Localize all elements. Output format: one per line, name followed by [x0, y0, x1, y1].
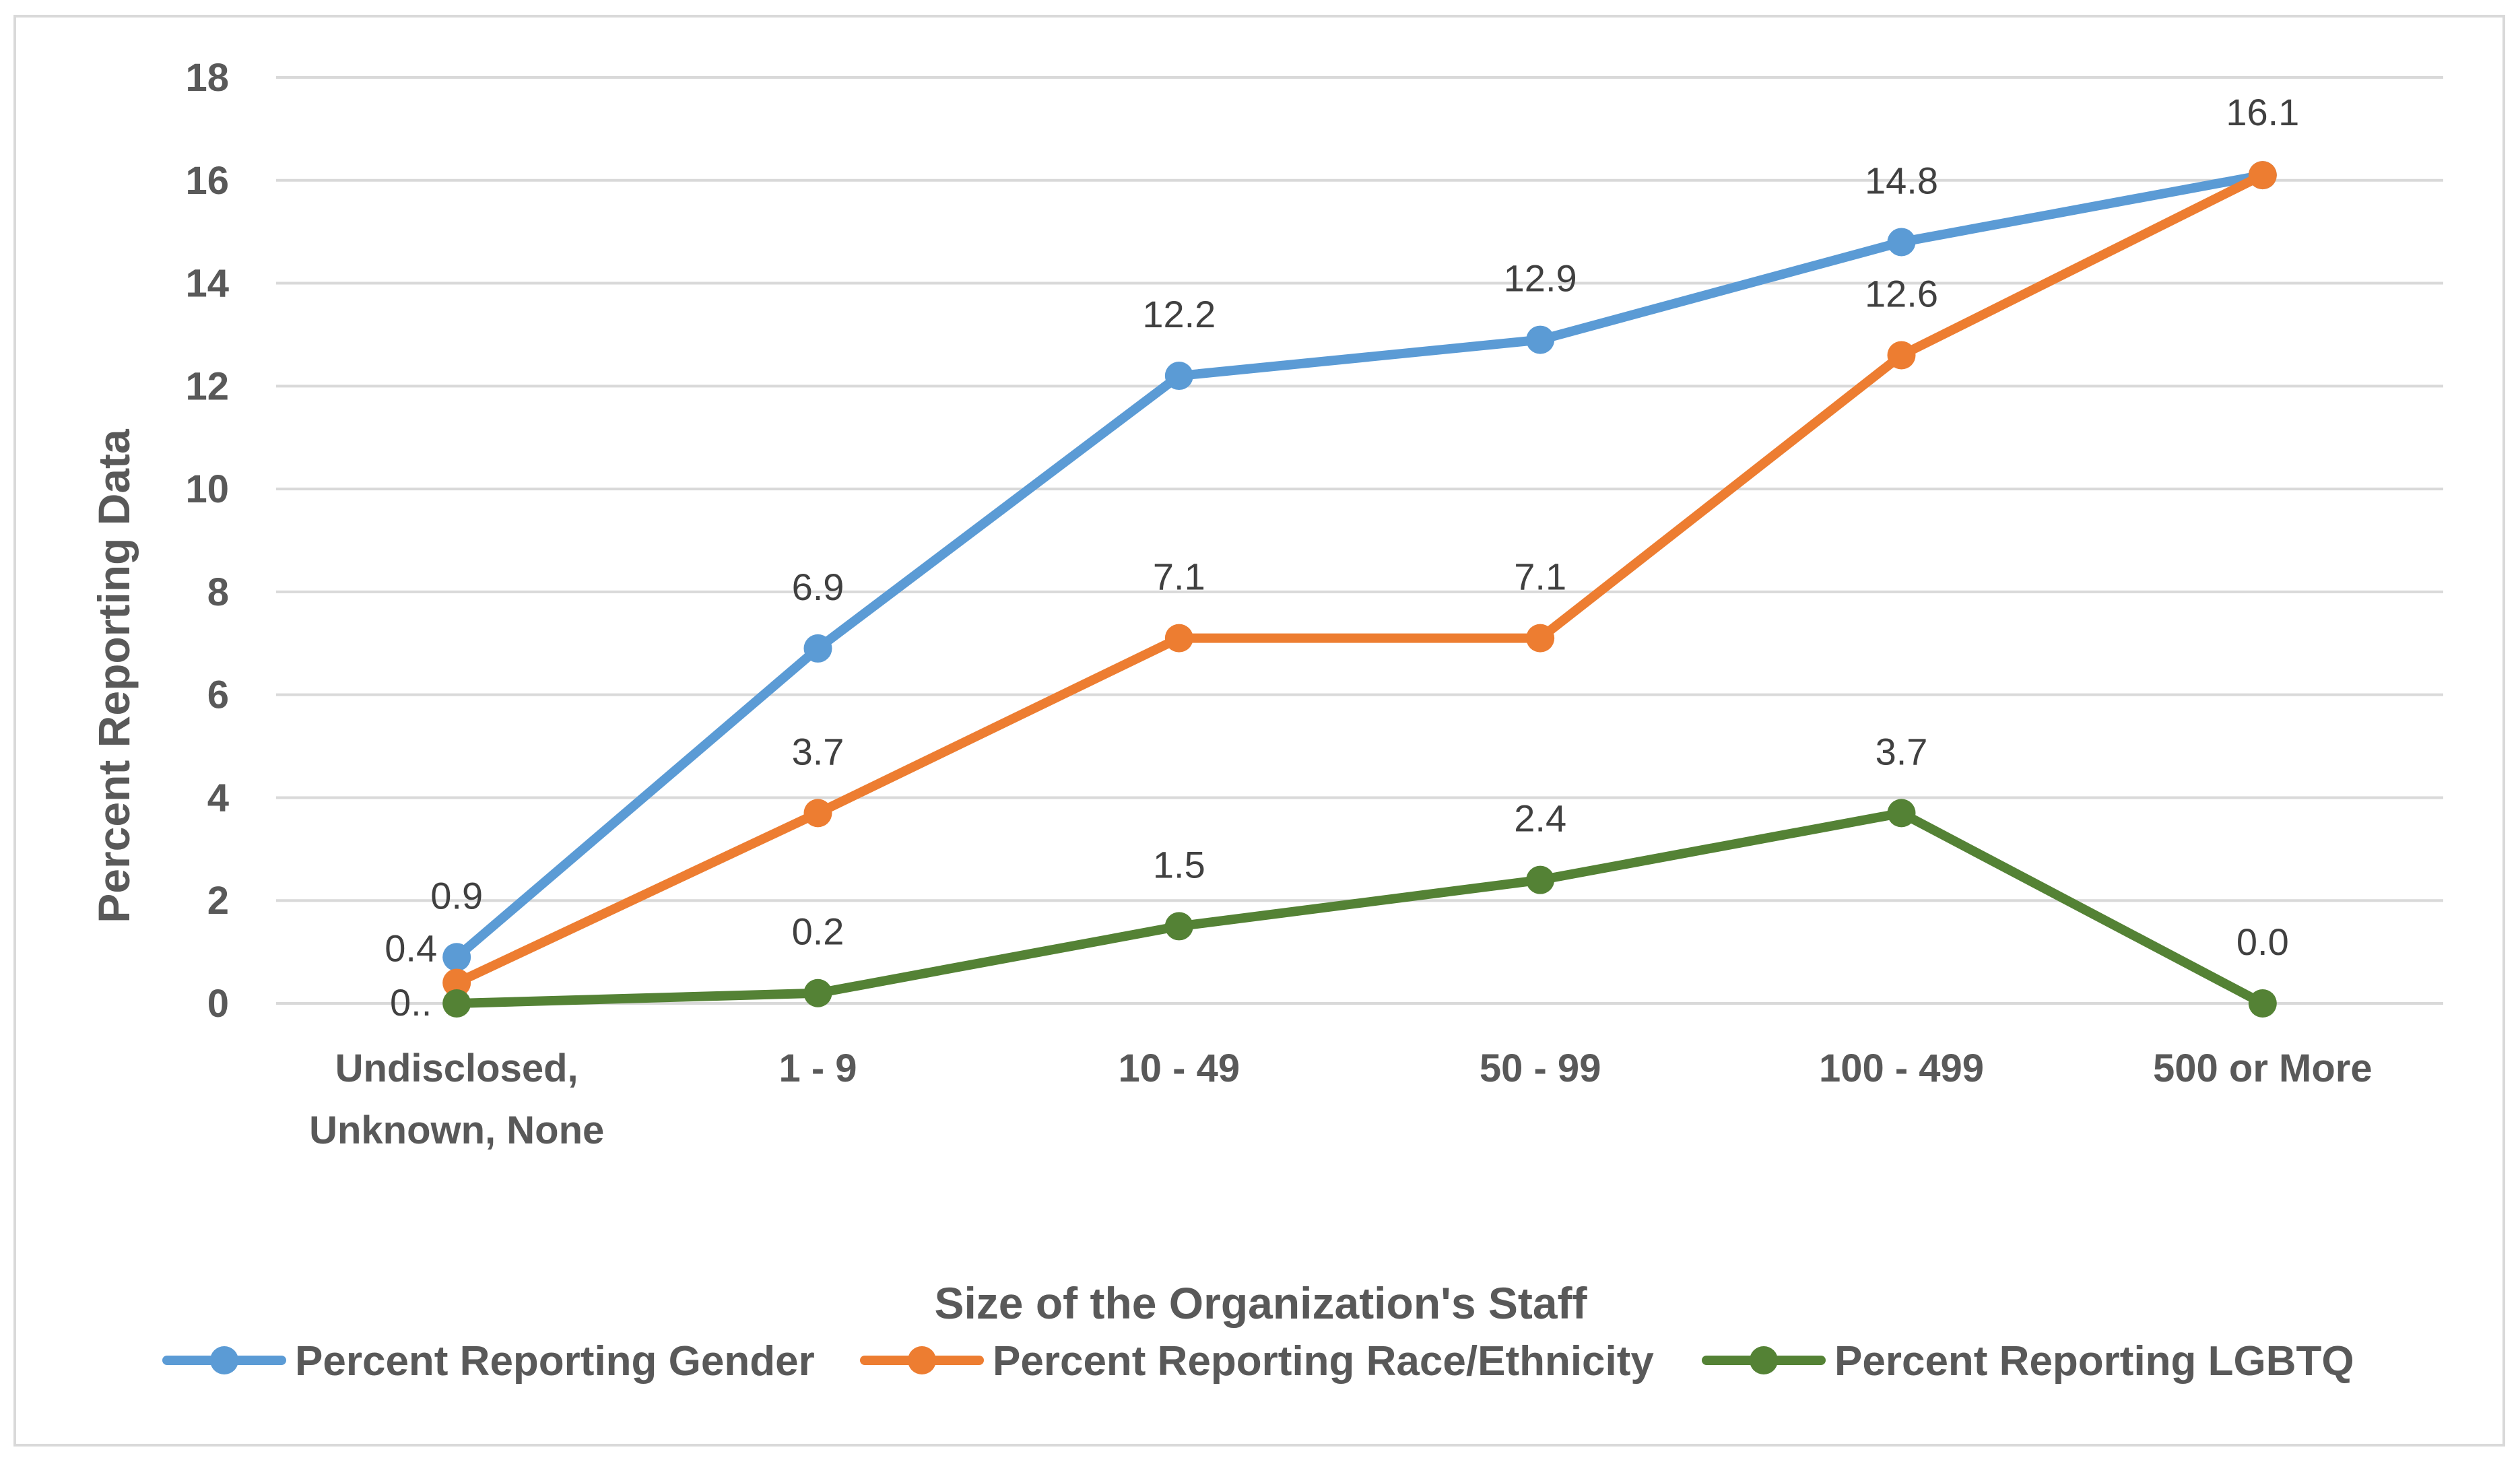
- chart-frame: [13, 15, 2505, 1447]
- data-point: [1164, 362, 1193, 391]
- data-label: 14.8: [1865, 159, 1938, 201]
- y-axis-title: Percent Reporting Data: [89, 428, 139, 923]
- y-tick-label: 2: [207, 879, 229, 923]
- data-label: 0.9: [430, 874, 483, 917]
- y-tick-label: 12: [185, 364, 229, 408]
- x-axis-title: Size of the Organization's Staff: [934, 1278, 1587, 1328]
- legend-marker: [908, 1346, 936, 1374]
- data-point: [1164, 912, 1193, 941]
- data-point: [2248, 161, 2277, 190]
- data-label: 12.2: [1142, 293, 1216, 335]
- data-point: [803, 799, 832, 828]
- x-tick-label: 500 or More: [2153, 1046, 2373, 1090]
- data-label: 0.0: [2236, 921, 2289, 963]
- legend-label: Percent Reporting LGBTQ: [1834, 1338, 2354, 1385]
- legend-label: Percent Reporting Gender: [295, 1338, 815, 1385]
- data-label: 0..: [390, 981, 432, 1024]
- y-tick-label: 14: [185, 262, 229, 306]
- series-line: [452, 170, 2267, 962]
- legend: Percent Reporting Gender Percent Reportin…: [162, 1338, 2354, 1385]
- data-point: [803, 634, 832, 663]
- y-tick-label: 4: [207, 776, 229, 820]
- data-label: 0.2: [792, 910, 844, 953]
- data-point: [1526, 325, 1555, 354]
- data-point: [442, 943, 471, 972]
- y-tick-label: 18: [185, 56, 229, 100]
- data-labels: 0.9 6.9 12.2 12.9 14.8 16.1 0.4 3.7 7.1 7.1 12.6 0.…: [385, 91, 2299, 1024]
- data-label: 1.5: [1153, 843, 1205, 886]
- legend-label: Percent Reporting Race/Ethnicity: [993, 1338, 1654, 1385]
- data-point: [1887, 228, 1916, 257]
- data-label: 0.4: [385, 927, 437, 969]
- y-axis-ticks: 0 2 4 6 8 10 12 14 16 18: [185, 56, 229, 1026]
- data-point: [1526, 624, 1555, 653]
- legend-marker: [1750, 1346, 1778, 1374]
- y-tick-label: 16: [185, 159, 229, 203]
- y-tick-label: 0: [207, 982, 229, 1026]
- series-line: [452, 808, 2267, 1008]
- data-point: [442, 968, 471, 997]
- x-tick-label: Unknown, None: [309, 1108, 604, 1152]
- data-label: 12.6: [1865, 273, 1938, 315]
- y-tick-label: 6: [207, 673, 229, 717]
- data-label: 7.1: [1514, 556, 1566, 598]
- data-point: [1887, 341, 1916, 370]
- data-point: [803, 978, 832, 1007]
- x-tick-label: 100 - 499: [1819, 1046, 1984, 1090]
- data-point: [442, 989, 471, 1018]
- data-label: 6.9: [792, 566, 844, 608]
- series-line: [452, 170, 2267, 988]
- data-point: [1164, 624, 1193, 653]
- series-lines: [442, 161, 2277, 1018]
- x-tick-label: 50 - 99: [1480, 1046, 1601, 1090]
- x-axis-ticks: Undisclosed, Unknown, None 1 - 9 10 - 49 50 …: [309, 1046, 2373, 1152]
- x-tick-label: Undisclosed,: [335, 1046, 578, 1090]
- data-point: [2248, 989, 2277, 1018]
- data-label: 3.7: [792, 730, 844, 772]
- x-tick-label: 1 - 9: [778, 1046, 857, 1090]
- y-tick-label: 8: [207, 570, 229, 614]
- y-tick-label: 10: [185, 467, 229, 511]
- gridlines: [276, 76, 2443, 1005]
- x-tick-label: 10 - 49: [1119, 1046, 1240, 1090]
- legend-marker: [210, 1346, 238, 1374]
- data-label: 7.1: [1153, 556, 1205, 598]
- data-label: 16.1: [2226, 91, 2299, 133]
- data-label: 2.4: [1514, 797, 1566, 840]
- data-label: 3.7: [1876, 730, 1928, 772]
- data-point: [1887, 799, 1916, 828]
- data-point: [1526, 865, 1555, 894]
- data-label: 12.9: [1504, 257, 1577, 300]
